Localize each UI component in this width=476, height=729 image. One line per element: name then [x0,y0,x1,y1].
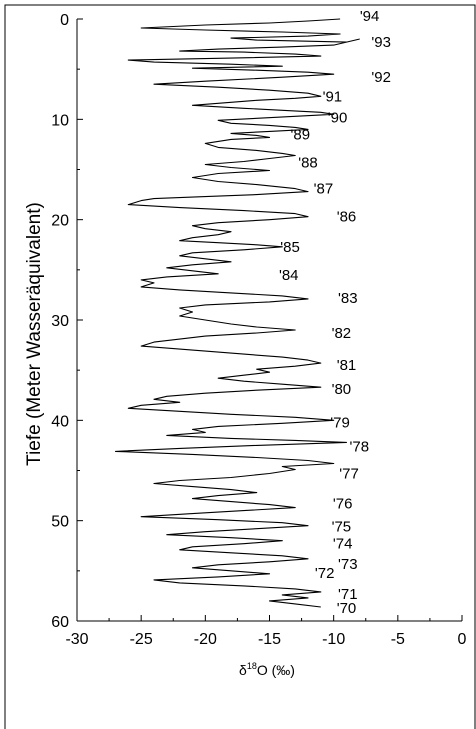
y-tick-label: 10 [51,112,69,129]
y-tick-label: 40 [51,413,69,430]
year-annotation: '94 [360,8,380,25]
x-tick-label: -20 [194,631,217,648]
year-annotation: '75 [332,519,352,536]
x-tick-label: 0 [458,631,467,648]
series-line [114,18,360,608]
figure-border [4,4,476,729]
year-annotation: '84 [279,267,299,284]
year-annotation: '86 [337,209,357,226]
year-annotation: '70 [337,600,357,617]
year-annotation: '90 [328,109,348,126]
y-tick-label: 60 [51,614,69,631]
x-tick-label: -15 [258,631,281,648]
x-tick-label: -25 [130,631,153,648]
year-annotation: '80 [332,381,352,398]
x-axis-label-superscript: 18 [247,661,257,671]
year-annotation: '73 [338,556,358,573]
x-axis-label: δ18O (‰) [239,661,295,678]
x-axis-label-suffix: O (‰) [257,662,295,678]
year-annotation: '81 [337,357,357,374]
year-annotation: '89 [291,126,311,143]
y-tick-label: 0 [60,12,69,29]
y-tick-label: 20 [51,213,69,230]
x-tick-label: -30 [65,631,88,648]
year-annotation: '85 [280,239,300,256]
year-annotation: '87 [314,181,334,198]
x-tick-label: -5 [391,631,405,648]
year-annotation: '79 [330,414,350,431]
year-annotation: '76 [333,496,353,513]
year-annotation: '82 [332,325,352,342]
year-annotation: '74 [333,536,353,553]
year-annotation: '83 [338,290,358,307]
year-annotation: '93 [371,34,391,51]
year-annotations: '94 '93 '92 '91 '90 '89 '88 '87'86 '85 '84 '83 '82 '… [279,8,391,617]
year-annotation: '88 [298,154,318,171]
year-annotation: '78 [350,438,370,455]
x-ticks: -30 -25 -20 -15 -10 -5 0 [65,615,467,648]
year-annotation: '91 [323,88,343,105]
y-tick-label: 30 [51,313,69,330]
x-axis-label-prefix: δ [239,662,247,678]
x-tick-label: -10 [322,631,345,648]
y-ticks: 0 10 20 30 40 50 60 [51,12,83,631]
y-axis-label: Tiefe (Meter Wasseräquivalent) [24,202,45,466]
year-annotation: '77 [339,466,359,483]
year-annotation: '92 [371,69,391,86]
year-annotation: '72 [315,565,335,582]
year-annotation: '71 [338,586,358,603]
y-tick-label: 50 [51,514,69,531]
